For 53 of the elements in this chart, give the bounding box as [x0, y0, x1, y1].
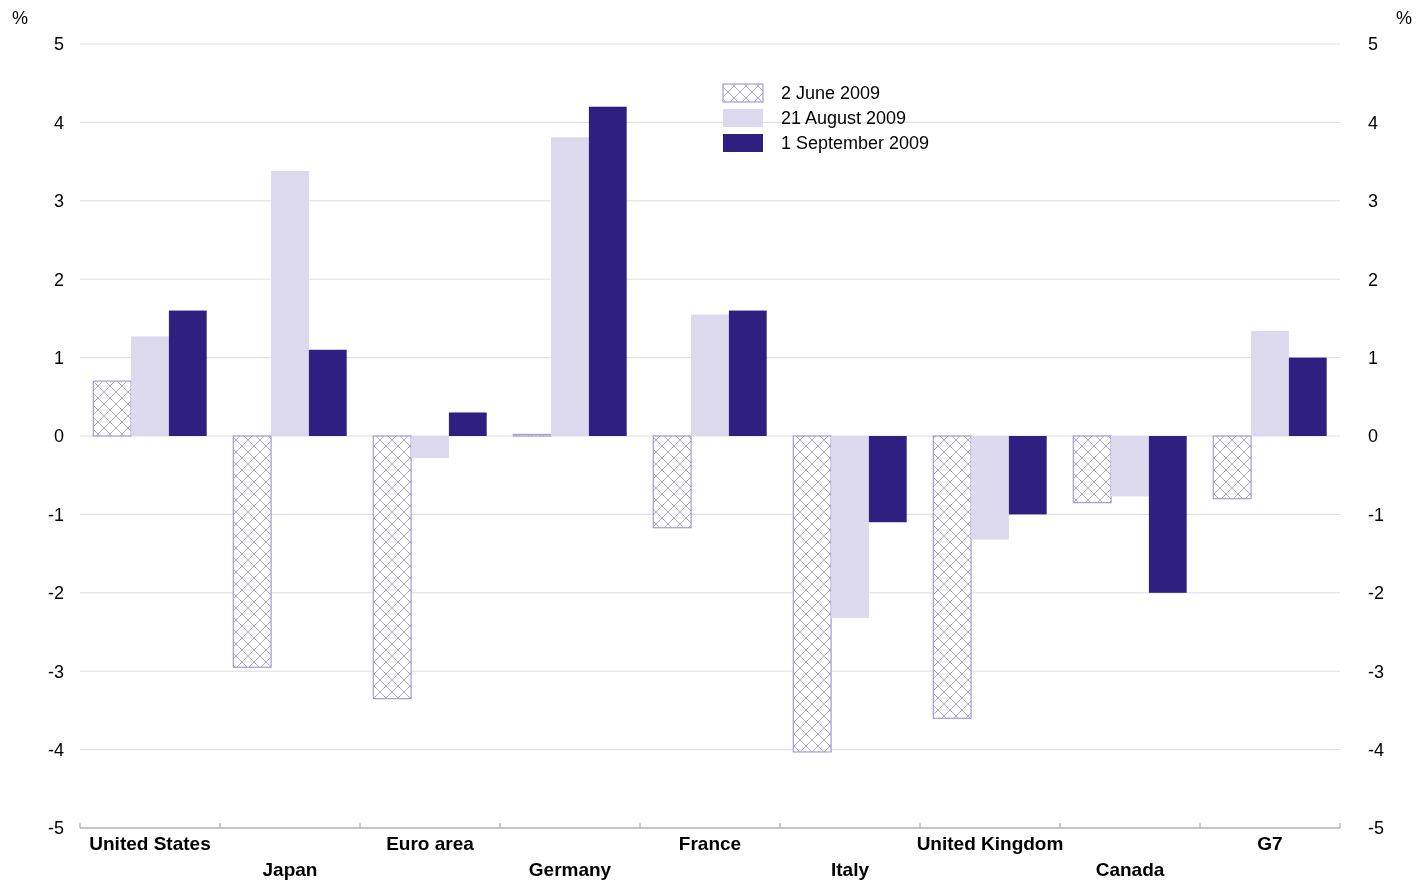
bar — [792, 435, 832, 753]
y2-tick-label: -4 — [1368, 739, 1385, 760]
y-tick-label: -5 — [47, 818, 64, 839]
bar — [308, 349, 347, 436]
x-tick-label: Germany — [528, 859, 612, 880]
bar — [372, 435, 412, 700]
bar — [932, 435, 972, 719]
bar — [1072, 435, 1112, 504]
x-tick-label: Euro area — [386, 833, 475, 854]
bar — [1008, 436, 1047, 515]
y2-axis-title: % — [1395, 8, 1412, 28]
x-tick-label: United Kingdom — [916, 833, 1064, 854]
bar — [588, 106, 627, 436]
bar — [1212, 435, 1252, 500]
y-tick-label: -3 — [47, 661, 64, 682]
y-tick-label: 5 — [53, 34, 64, 55]
bar — [652, 435, 692, 529]
y-tick-label: -2 — [47, 583, 64, 604]
legend-label: 2 June 2009 — [781, 83, 881, 104]
y-tick-label: 1 — [53, 347, 64, 368]
y2-tick-label: 2 — [1368, 269, 1379, 290]
legend-label: 21 August 2009 — [781, 108, 907, 129]
y-tick-label: -1 — [47, 504, 64, 525]
y2-tick-label: -2 — [1368, 583, 1385, 604]
y-tick-label: 2 — [53, 269, 64, 290]
y-tick-label: -4 — [47, 739, 64, 760]
x-tick-label: United States — [89, 833, 211, 854]
x-tick-label: G7 — [1257, 833, 1283, 854]
bar — [92, 380, 132, 437]
y2-tick-label: 4 — [1368, 112, 1379, 133]
y-tick-label: 3 — [53, 191, 64, 212]
legend-label: 1 September 2009 — [781, 133, 930, 154]
y-tick-label: 4 — [53, 112, 64, 133]
y-tick-label: 0 — [53, 426, 64, 447]
bar — [1288, 357, 1327, 436]
y2-tick-label: -3 — [1368, 661, 1385, 682]
x-tick-label: Italy — [830, 859, 870, 880]
y2-tick-label: 5 — [1368, 34, 1379, 55]
bar — [1148, 436, 1187, 593]
bar — [868, 436, 907, 523]
bar — [168, 310, 207, 436]
y2-tick-label: 0 — [1368, 426, 1379, 447]
x-tick-label: Japan — [262, 859, 318, 880]
x-tick-label: Canada — [1095, 859, 1165, 880]
y-axis-title: % — [12, 8, 29, 28]
y2-tick-label: -5 — [1368, 818, 1385, 839]
bar — [232, 435, 272, 668]
bar — [728, 310, 767, 436]
bar — [448, 412, 487, 436]
y2-tick-label: -1 — [1368, 504, 1385, 525]
y2-tick-label: 3 — [1368, 191, 1379, 212]
y2-tick-label: 1 — [1368, 347, 1379, 368]
x-tick-label: France — [678, 833, 742, 854]
